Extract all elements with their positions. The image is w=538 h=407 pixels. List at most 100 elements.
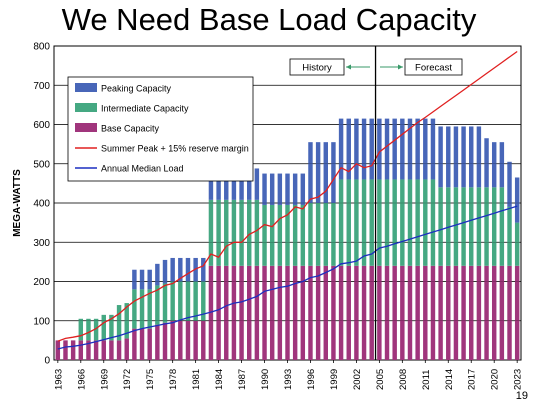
intermediate-legend-swatch [75, 103, 97, 112]
base-capacity-bar [78, 340, 84, 360]
base-capacity-bar [239, 265, 244, 360]
peaking-capacity-bar [407, 118, 413, 180]
base-capacity-bar [201, 320, 206, 360]
intermediate-capacity-bar [453, 187, 459, 266]
peaking-capacity-bar [415, 118, 420, 180]
base-capacity-bar [507, 265, 512, 360]
x-tick-label: 1981 [191, 369, 202, 390]
peaking-capacity-bar [185, 257, 191, 282]
x-tick-label: 2017 [467, 369, 478, 390]
peaking-capacity-bar [384, 118, 390, 180]
intermediate-capacity-bar [430, 179, 436, 266]
peaking-capacity-bar [285, 173, 290, 205]
intermediate-capacity-bar [109, 314, 114, 341]
legend: Peaking Capacity Intermediate Capacity Bas… [67, 76, 254, 182]
base-capacity-bar [323, 265, 328, 360]
base-capacity-bar [453, 265, 459, 360]
peaking-capacity-bar [201, 257, 206, 282]
base-capacity-bar [216, 265, 221, 360]
bar-layer [55, 118, 520, 360]
legend-label: Peaking Capacity [101, 84, 172, 94]
base-capacity-bar [185, 320, 191, 360]
intermediate-capacity-bar [269, 204, 275, 266]
intermediate-capacity-bar [300, 204, 306, 266]
intermediate-capacity-bar [124, 303, 129, 339]
base-capacity-bar [224, 265, 229, 360]
y-tick-label: 100 [33, 316, 50, 327]
intermediate-capacity-bar [476, 187, 482, 266]
intermediate-capacity-bar [147, 289, 152, 329]
intermediate-capacity-bar [247, 199, 252, 266]
base-capacity-bar [423, 265, 428, 360]
base-capacity-bar [124, 338, 129, 360]
base-capacity-bar [354, 265, 359, 360]
y-tick-label: 0 [44, 356, 50, 367]
base-capacity-bar [139, 328, 145, 360]
base-capacity-bar [178, 320, 183, 360]
base-capacity-bar [407, 265, 413, 360]
page-number: 19 [515, 390, 528, 402]
base-capacity-bar [308, 265, 313, 360]
intermediate-capacity-bar [484, 187, 489, 266]
intermediate-capacity-bar [392, 179, 397, 266]
peaking-capacity-bar [162, 259, 168, 284]
base-capacity-bar [446, 265, 451, 360]
x-tick-label: 1969 [99, 369, 110, 390]
intermediate-capacity-bar [354, 179, 359, 266]
base-capacity-bar [193, 320, 198, 360]
peaking-capacity-bar [132, 269, 137, 290]
intermediate-capacity-bar [231, 199, 237, 266]
intermediate-capacity-bar [292, 204, 298, 266]
base-capacity-bar [93, 340, 99, 360]
slide-title: We Need Base Load Capacity [61, 2, 477, 37]
intermediate-capacity-bar [170, 281, 175, 321]
base-capacity-bar [254, 265, 260, 360]
peaking-capacity-bar [262, 173, 267, 205]
peaking-capacity-bar [469, 126, 474, 188]
base-capacity-bar [147, 328, 152, 360]
x-tick-label: 2008 [398, 369, 409, 390]
x-tick-label: 1966 [76, 369, 87, 390]
x-tick-label: 1975 [145, 369, 156, 390]
y-tick-label: 500 [33, 159, 50, 170]
base-capacity-bar [438, 265, 443, 360]
peaking-capacity-bar [269, 173, 275, 205]
y-tick-label: 700 [33, 81, 50, 92]
peaking-capacity-bar [514, 177, 520, 223]
peaking-capacity-bar [170, 257, 175, 282]
forecast-arrowhead [398, 64, 403, 70]
base-capacity-bar [499, 265, 505, 360]
base-capacity-bar [208, 265, 214, 360]
y-tick-label: 400 [33, 199, 50, 210]
intermediate-capacity-bar [239, 199, 244, 266]
intermediate-capacity-bar [285, 204, 290, 266]
intermediate-capacity-bar [93, 318, 99, 341]
intermediate-capacity-bar [423, 179, 428, 266]
peaking-capacity-bar [400, 118, 405, 180]
base-capacity-bar [315, 265, 321, 360]
peaking-capacity-bar [331, 142, 336, 203]
intermediate-capacity-bar [101, 314, 106, 341]
base-capacity-bar [292, 265, 298, 360]
x-tick-label: 1963 [53, 369, 64, 390]
intermediate-capacity-bar [384, 179, 390, 266]
base-capacity-bar [155, 324, 160, 360]
peaking-capacity-bar [277, 173, 283, 205]
intermediate-capacity-bar [262, 204, 267, 266]
peaking-capacity-bar [239, 168, 244, 200]
peaking-capacity-bar [507, 161, 512, 207]
history-arrowhead [346, 64, 351, 70]
intermediate-capacity-bar [361, 179, 367, 266]
peaking-capacity-bar [254, 168, 260, 200]
peaking-capacity-bar [208, 168, 214, 200]
peaking-capacity-bar [147, 269, 152, 290]
intermediate-capacity-bar [446, 187, 451, 266]
x-tick-label: 2011 [421, 370, 432, 390]
peaking-capacity-bar [178, 257, 183, 282]
base-capacity-bar [400, 265, 405, 360]
x-tick-label: 2023 [513, 369, 524, 390]
intermediate-capacity-bar [438, 187, 443, 266]
base-capacity-bar [285, 265, 290, 360]
base-capacity-bar [377, 265, 382, 360]
peaking-capacity-bar [491, 142, 497, 188]
